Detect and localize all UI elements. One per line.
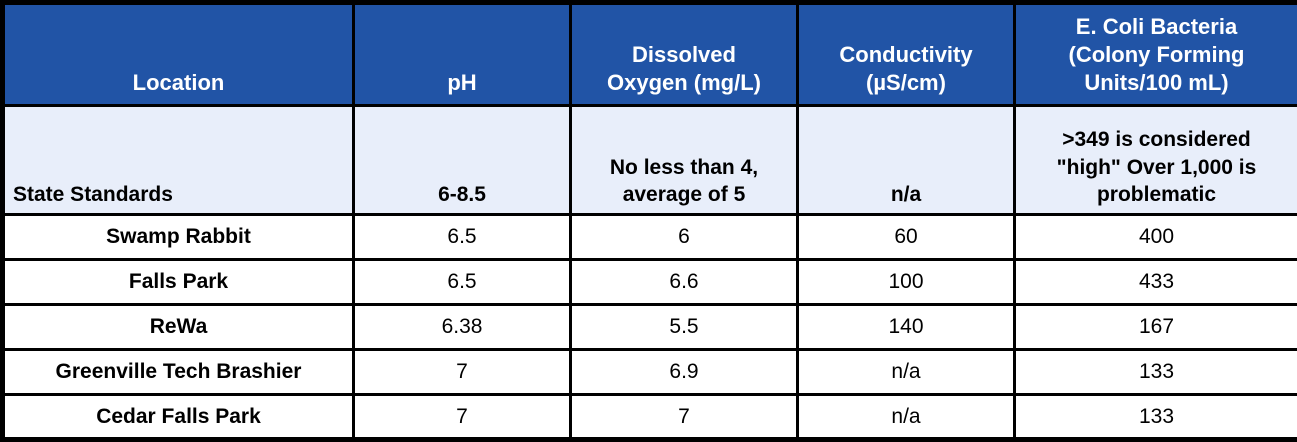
cell-location: Greenville Tech Brashier <box>1 348 355 397</box>
standards-cell-ecoli: >349 is considered "high" Over 1,000 is … <box>1013 103 1297 217</box>
header-cell-conductivity: Conductivity (µS/cm) <box>796 1 1016 107</box>
cell-conductivity: 140 <box>796 303 1016 352</box>
table-row: Falls Park 6.5 6.6 100 433 <box>1 258 1297 307</box>
cell-dissolved-oxygen: 7 <box>569 393 799 441</box>
cell-dissolved-oxygen: 6.9 <box>569 348 799 397</box>
header-cell-dissolved-oxygen: Dissolved Oxygen (mg/L) <box>569 1 799 107</box>
header-row: Location pH Dissolved Oxygen (mg/L) Cond… <box>1 1 1297 107</box>
standards-row: State Standards 6-8.5 No less than 4, av… <box>1 103 1297 217</box>
cell-conductivity: 60 <box>796 213 1016 262</box>
header-cell-ecoli: E. Coli Bacteria (Colony Forming Units/1… <box>1013 1 1297 107</box>
cell-dissolved-oxygen: 5.5 <box>569 303 799 352</box>
table-row: Swamp Rabbit 6.5 6 60 400 <box>1 213 1297 262</box>
cell-conductivity: n/a <box>796 348 1016 397</box>
cell-ph: 7 <box>352 393 572 441</box>
header-cell-location: Location <box>1 1 355 107</box>
table-row: ReWa 6.38 5.5 140 167 <box>1 303 1297 352</box>
table-row: Greenville Tech Brashier 7 6.9 n/a 133 <box>1 348 1297 397</box>
cell-location: ReWa <box>1 303 355 352</box>
cell-location: Swamp Rabbit <box>1 213 355 262</box>
cell-ph: 6.38 <box>352 303 572 352</box>
table-row: Cedar Falls Park 7 7 n/a 133 <box>1 393 1297 441</box>
standards-cell-ph: 6-8.5 <box>352 103 572 217</box>
cell-conductivity: n/a <box>796 393 1016 441</box>
cell-location: Falls Park <box>1 258 355 307</box>
cell-ecoli: 133 <box>1013 348 1297 397</box>
cell-ecoli: 400 <box>1013 213 1297 262</box>
cell-ecoli: 167 <box>1013 303 1297 352</box>
cell-dissolved-oxygen: 6.6 <box>569 258 799 307</box>
cell-ph: 6.5 <box>352 213 572 262</box>
standards-cell-conductivity: n/a <box>796 103 1016 217</box>
cell-ph: 7 <box>352 348 572 397</box>
standards-cell-location: State Standards <box>1 103 355 217</box>
cell-ph: 6.5 <box>352 258 572 307</box>
cell-ecoli: 133 <box>1013 393 1297 441</box>
header-cell-ph: pH <box>352 1 572 107</box>
cell-ecoli: 433 <box>1013 258 1297 307</box>
cell-conductivity: 100 <box>796 258 1016 307</box>
cell-dissolved-oxygen: 6 <box>569 213 799 262</box>
cell-location: Cedar Falls Park <box>1 393 355 441</box>
standards-cell-dissolved-oxygen: No less than 4, average of 5 <box>569 103 799 217</box>
